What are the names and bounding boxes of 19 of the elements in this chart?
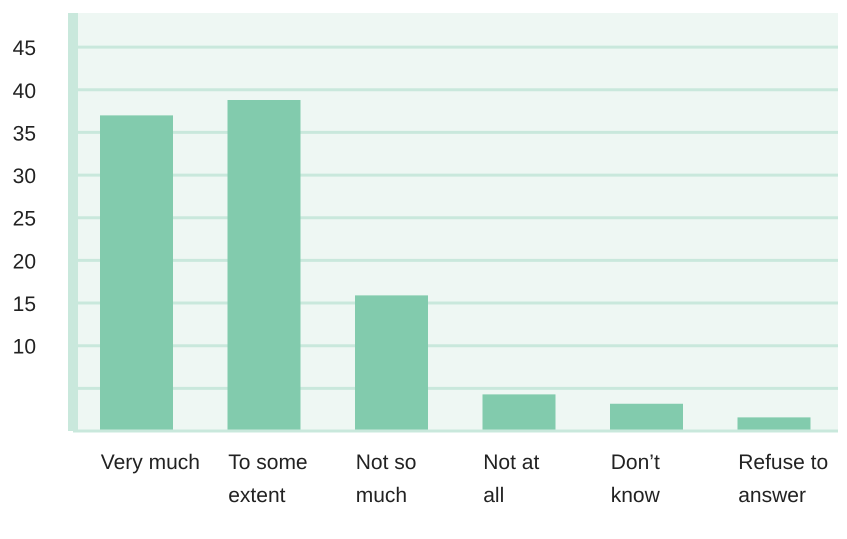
x-tick-label: Not so much — [356, 451, 416, 507]
y-tick-label: 25 — [12, 208, 36, 231]
bar — [355, 295, 428, 431]
x-tick-label: Not at all — [483, 451, 540, 507]
y-tick-label: 30 — [12, 165, 36, 188]
y-tick-label: 40 — [12, 80, 36, 103]
bar — [482, 394, 556, 431]
bar — [610, 404, 683, 431]
y-tick-label: 35 — [12, 122, 36, 146]
y-tick-label: 10 — [12, 336, 36, 359]
x-tick-label: Refuse to answer — [738, 451, 828, 507]
bar — [100, 115, 173, 431]
x-tick-label: To some extent — [228, 451, 308, 507]
x-tick-label: Very much — [100, 451, 200, 474]
x-tick-label: Don’t know — [610, 451, 661, 507]
y-tick-label: 45 — [12, 37, 36, 60]
y-tick-label: 15 — [12, 293, 36, 316]
y-tick-label: 20 — [12, 250, 36, 274]
bar — [228, 100, 300, 431]
